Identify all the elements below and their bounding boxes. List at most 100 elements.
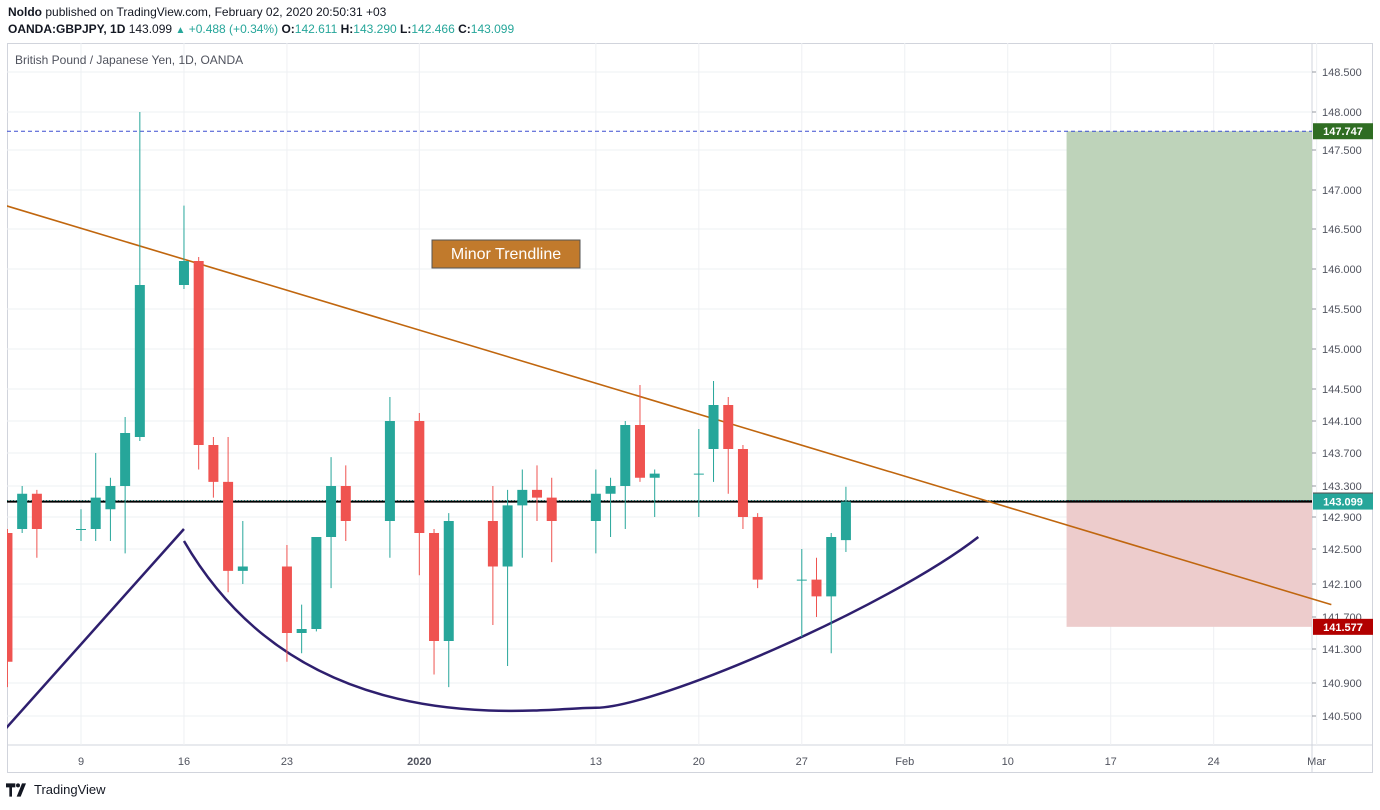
- price-tick-label: 142.100: [1322, 579, 1362, 591]
- impulse-line: [1, 528, 185, 734]
- candle-body: [693, 473, 704, 475]
- symbol-label: OANDA:GBPJPY, 1D: [8, 22, 126, 36]
- target-price-label-bg: [1313, 123, 1373, 140]
- target-price-label: 147.747: [1323, 126, 1363, 138]
- time-tick-label: 2020: [407, 756, 431, 768]
- candle-body: [17, 493, 28, 529]
- price-tick-label: 148.500: [1322, 67, 1362, 79]
- low-label: L:: [400, 22, 412, 36]
- candle-body: [237, 566, 248, 571]
- price-tick-label: 147.000: [1322, 185, 1362, 197]
- candle-body: [723, 405, 734, 449]
- candle-body: [840, 501, 851, 541]
- time-tick-label: 10: [1002, 756, 1014, 768]
- stop-zone: [1066, 500, 1312, 627]
- candle-body: [31, 493, 42, 529]
- candle-body: [517, 489, 528, 506]
- trendline-label: Minor Trendline: [451, 246, 561, 263]
- low-value: 142.466: [411, 22, 455, 36]
- price-tick-label: 147.500: [1322, 145, 1362, 157]
- author-name: Noldo: [8, 5, 42, 19]
- candle-body: [134, 285, 145, 437]
- candle-body: [193, 261, 204, 445]
- candle-body: [105, 486, 116, 510]
- time-tick-label: Mar: [1307, 756, 1326, 768]
- price-tick-label: 142.900: [1322, 512, 1362, 524]
- footer-brand: TradingView: [34, 782, 106, 797]
- price-tick-label: 141.300: [1322, 644, 1362, 656]
- tradingview-logo-icon: [6, 782, 26, 797]
- time-tick-label: 9: [78, 756, 84, 768]
- time-tick-label: 24: [1208, 756, 1220, 768]
- candle-body: [76, 529, 86, 530]
- candle-body: [811, 579, 822, 597]
- current-price-label-bg: [1313, 493, 1373, 510]
- candle-body: [752, 517, 763, 580]
- price-tick-label: 144.500: [1322, 384, 1362, 396]
- price-tick-label: 142.500: [1322, 544, 1362, 556]
- candle-body: [605, 486, 616, 494]
- candle-body: [326, 486, 337, 537]
- price-tick-label: 140.900: [1322, 678, 1362, 690]
- candle-body: [532, 489, 543, 498]
- cup-curve: [182, 536, 980, 713]
- time-tick-label: 16: [178, 756, 190, 768]
- stop-price-label: 141.577: [1323, 622, 1363, 634]
- price-chart[interactable]: 148.500 148.000 147.500 147.000 146.500 146.0…: [0, 43, 1373, 773]
- time-tick-label: 23: [281, 756, 293, 768]
- published-text: published on TradingView.com, February 0…: [45, 5, 387, 19]
- stop-price-label-bg: [1313, 618, 1373, 635]
- trendline-label-box: [431, 239, 581, 269]
- open-value: 142.611: [294, 22, 338, 36]
- price-tick-label: 146.000: [1322, 264, 1362, 276]
- time-tick-label: 20: [693, 756, 705, 768]
- candle-body: [487, 521, 498, 567]
- minor-trendline: [0, 203, 1332, 606]
- candle-body: [796, 579, 807, 581]
- candle-body: [414, 421, 425, 533]
- candle-body: [340, 486, 351, 521]
- price-tick-label: 145.500: [1322, 304, 1362, 316]
- last-price: 143.099: [128, 22, 173, 36]
- candle-body: [708, 405, 719, 449]
- candle-body: [281, 566, 292, 633]
- price-tick-label: 148.000: [1322, 107, 1362, 119]
- time-tick-label: 17: [1105, 756, 1117, 768]
- price-tick-label: 145.000: [1322, 344, 1362, 356]
- time-tick-label: 27: [796, 756, 808, 768]
- ohlc-legend: OANDA:GBPJPY, 1D 143.099 ▲ +0.488 (+0.34…: [8, 22, 514, 36]
- candle-body: [620, 425, 631, 486]
- candle-body: [634, 425, 645, 478]
- target-zone: [1066, 131, 1312, 501]
- time-tick-label: 13: [590, 756, 602, 768]
- candle-body: [429, 533, 440, 641]
- close-label: C:: [458, 22, 471, 36]
- candle-body: [649, 473, 660, 478]
- publish-info: Noldo published on TradingView.com, Febr…: [8, 5, 386, 19]
- candle-body: [590, 493, 601, 521]
- candle-body: [737, 449, 748, 517]
- candle-body: [120, 433, 131, 486]
- price-tick-label: 143.700: [1322, 448, 1362, 460]
- change-value: +0.488 (+0.34%): [188, 22, 279, 36]
- high-value: 143.290: [353, 22, 397, 36]
- current-price-label: 143.099: [1323, 497, 1363, 509]
- price-tick-label: 143.300: [1322, 481, 1362, 493]
- chart-title: British Pound / Japanese Yen, 1D, OANDA: [15, 53, 243, 67]
- candle-body: [296, 629, 307, 633]
- open-label: O:: [281, 22, 295, 36]
- price-tick-label: 146.500: [1322, 224, 1362, 236]
- candle-body: [443, 521, 454, 641]
- candle-body: [208, 445, 219, 482]
- candle-body: [311, 537, 322, 629]
- candle-body: [90, 497, 101, 529]
- time-tick-label: Feb: [895, 756, 914, 768]
- price-tick-label: 140.500: [1322, 711, 1362, 723]
- chart-area[interactable]: 148.500 148.000 147.500 147.000 146.500 146.0…: [0, 43, 1373, 773]
- high-label: H:: [340, 22, 354, 36]
- candle-body: [2, 533, 13, 662]
- candle-body: [178, 261, 189, 285]
- close-value: 143.099: [470, 22, 515, 36]
- up-arrow-icon: ▲: [175, 25, 186, 36]
- candle-body: [502, 505, 513, 567]
